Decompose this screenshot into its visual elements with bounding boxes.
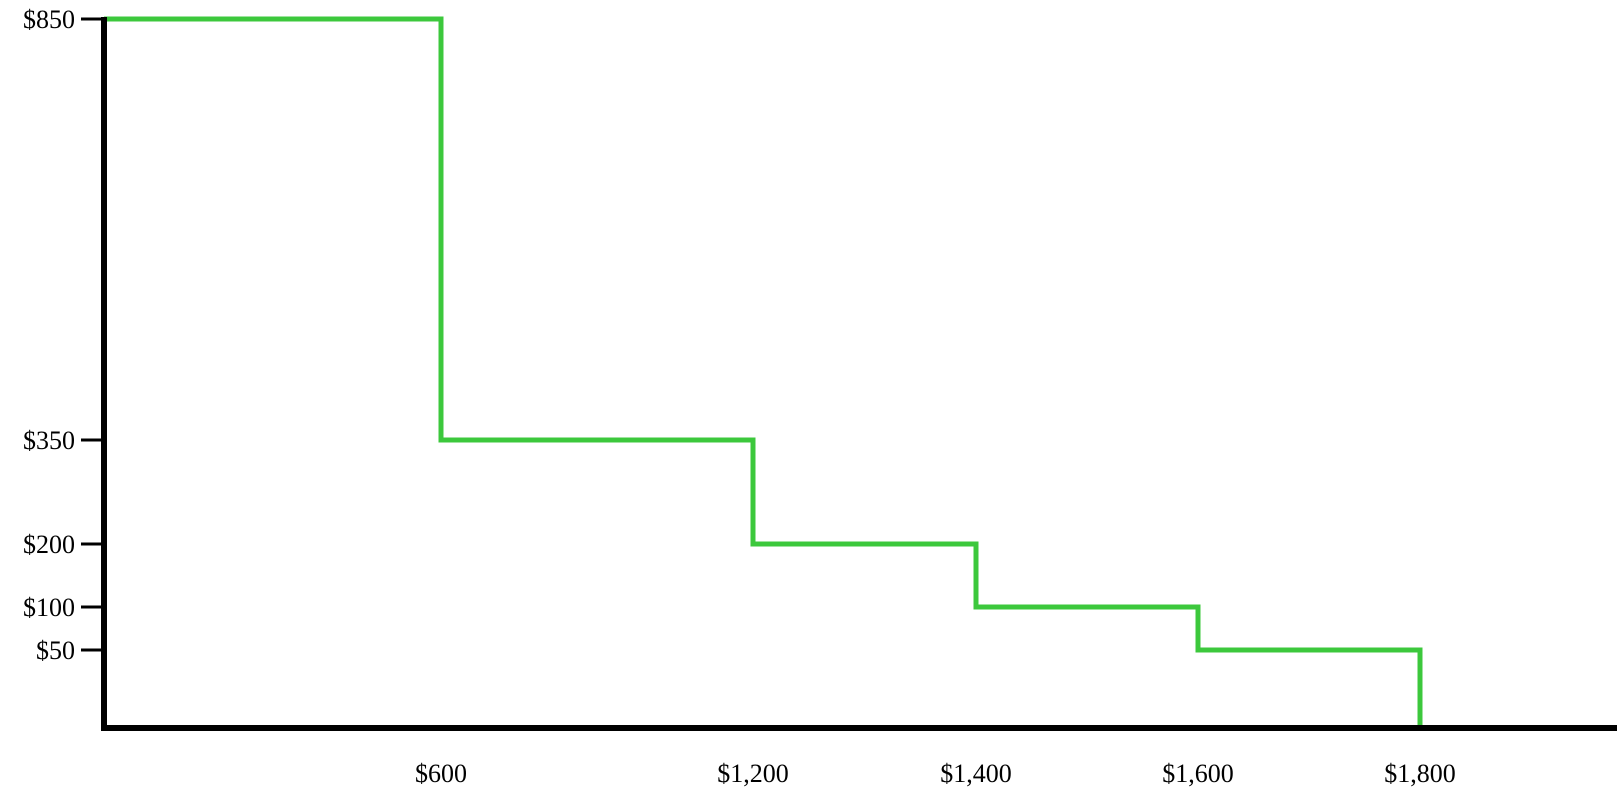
series-line-0: [104, 16, 1423, 728]
y-tick-label: $100: [23, 593, 75, 622]
y-tick-label: $200: [23, 530, 75, 559]
y-tick-label: $850: [23, 5, 75, 34]
y-tick-label: $50: [36, 636, 75, 665]
x-tick-label: $1,400: [940, 759, 1012, 788]
x-tick-label: $600: [415, 759, 467, 788]
series-layer: [104, 16, 1423, 728]
x-axis-ticks: $600 $1,200 $1,400 $1,600 $1,800: [415, 759, 1456, 788]
x-tick-label: $1,200: [717, 759, 789, 788]
x-tick-label: $1,600: [1162, 759, 1234, 788]
x-tick-label: $1,800: [1384, 759, 1456, 788]
axis-layer: [101, 17, 1617, 731]
y-axis-ticks: $850 $350 $200 $100 $50: [23, 5, 104, 665]
y-tick-label: $350: [23, 426, 75, 455]
